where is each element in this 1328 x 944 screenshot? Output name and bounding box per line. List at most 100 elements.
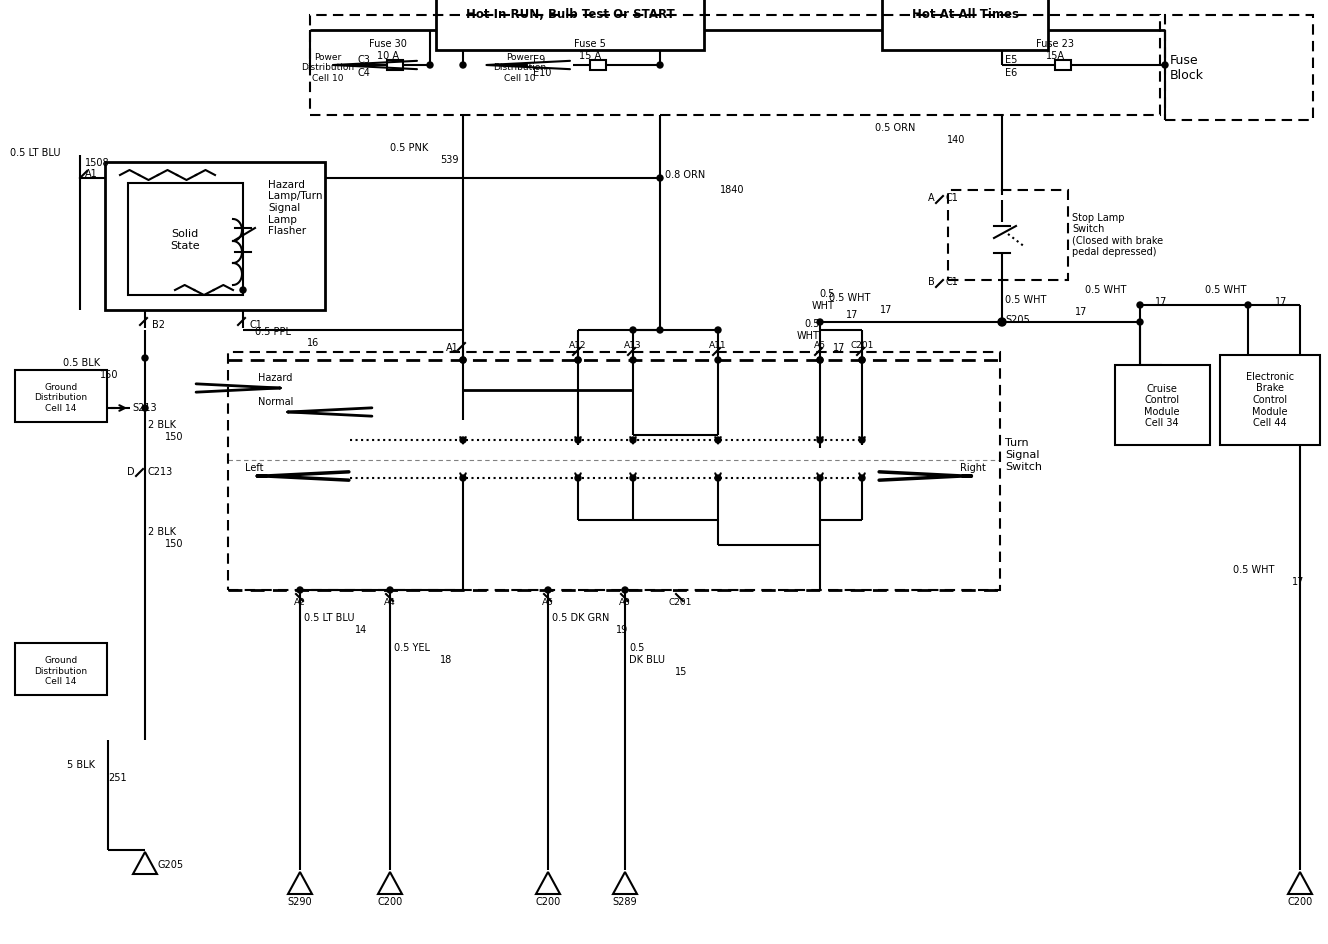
- Circle shape: [714, 327, 721, 333]
- Circle shape: [142, 355, 147, 361]
- Bar: [1054, 60, 1070, 70]
- Circle shape: [999, 318, 1007, 326]
- Text: 17: 17: [846, 310, 858, 320]
- Text: 539: 539: [440, 155, 458, 165]
- Bar: [15, 370, 108, 422]
- Circle shape: [459, 62, 466, 68]
- Circle shape: [142, 405, 147, 411]
- Text: Right: Right: [960, 463, 985, 473]
- Circle shape: [629, 475, 636, 481]
- Circle shape: [240, 287, 246, 293]
- Bar: [105, 162, 325, 310]
- Text: 0.5
WHT: 0.5 WHT: [813, 289, 835, 311]
- Text: 0.8 ORN: 0.8 ORN: [665, 170, 705, 180]
- Text: Electronic
Brake
Control
Module
Cell 44: Electronic Brake Control Module Cell 44: [1246, 372, 1293, 429]
- Circle shape: [575, 437, 582, 443]
- Text: Left: Left: [244, 463, 263, 473]
- Text: A2: A2: [293, 598, 305, 607]
- Circle shape: [657, 175, 663, 181]
- Text: A1: A1: [446, 343, 459, 353]
- Text: Ground
Distribution
Cell 14: Ground Distribution Cell 14: [35, 383, 88, 413]
- Text: A5: A5: [542, 598, 554, 607]
- Text: 251: 251: [108, 773, 126, 783]
- Text: C200: C200: [535, 897, 560, 907]
- Text: 1508: 1508: [85, 158, 110, 168]
- Text: C213: C213: [147, 467, 173, 477]
- Bar: [1116, 365, 1210, 445]
- Text: Power
Distribution
Cell 10: Power Distribution Cell 10: [494, 53, 547, 83]
- Circle shape: [859, 437, 865, 443]
- Text: 0.5 WHT: 0.5 WHT: [1085, 285, 1126, 295]
- Text: Fuse
Block: Fuse Block: [1170, 54, 1204, 82]
- Text: Ground
Distribution
Cell 14: Ground Distribution Cell 14: [35, 656, 88, 686]
- Bar: [127, 183, 243, 295]
- Text: A3: A3: [619, 598, 631, 607]
- Text: 150: 150: [165, 539, 183, 549]
- Circle shape: [817, 437, 823, 443]
- Text: 0.5: 0.5: [629, 643, 644, 653]
- Text: A: A: [928, 193, 935, 203]
- Circle shape: [1137, 302, 1143, 308]
- Circle shape: [817, 319, 823, 325]
- Text: Turn
Signal
Switch: Turn Signal Switch: [1005, 438, 1042, 472]
- Text: A4: A4: [384, 598, 396, 607]
- Circle shape: [859, 357, 865, 363]
- Text: S205: S205: [1005, 315, 1029, 325]
- Text: D: D: [127, 467, 135, 477]
- Text: 17: 17: [1155, 297, 1167, 307]
- Circle shape: [859, 357, 865, 363]
- Bar: [15, 643, 108, 695]
- Text: Fuse 23
15A: Fuse 23 15A: [1036, 40, 1074, 60]
- Text: C200: C200: [377, 897, 402, 907]
- Bar: [1165, 15, 1313, 120]
- Circle shape: [575, 357, 582, 363]
- Circle shape: [428, 62, 433, 68]
- Text: 0.5 LT BLU: 0.5 LT BLU: [11, 148, 61, 158]
- Text: A13: A13: [624, 341, 641, 350]
- Text: C1: C1: [946, 193, 957, 203]
- Circle shape: [544, 587, 551, 593]
- Bar: [1220, 355, 1320, 445]
- Text: G205: G205: [158, 860, 185, 870]
- Text: E9: E9: [533, 55, 546, 65]
- Circle shape: [657, 327, 663, 333]
- Text: E10: E10: [533, 68, 551, 78]
- Circle shape: [459, 357, 466, 363]
- Text: A6: A6: [814, 341, 826, 350]
- Bar: [228, 352, 1000, 590]
- Circle shape: [386, 587, 393, 593]
- Circle shape: [714, 475, 721, 481]
- Circle shape: [459, 475, 466, 481]
- Text: 0.5 ORN: 0.5 ORN: [875, 123, 915, 133]
- Text: 17: 17: [1292, 577, 1304, 587]
- Circle shape: [629, 357, 636, 363]
- Text: DK BLU: DK BLU: [629, 655, 665, 665]
- Text: E6: E6: [1005, 68, 1017, 78]
- Circle shape: [817, 357, 823, 363]
- Text: Hazard: Hazard: [258, 373, 292, 383]
- Circle shape: [629, 327, 636, 333]
- Text: B2: B2: [151, 320, 165, 330]
- Text: A12: A12: [570, 341, 587, 350]
- Text: Normal: Normal: [258, 397, 293, 407]
- Circle shape: [629, 437, 636, 443]
- Text: 140: 140: [947, 135, 965, 145]
- Text: C200: C200: [1287, 897, 1312, 907]
- Text: E5: E5: [1005, 55, 1017, 65]
- Text: 0.5 WHT: 0.5 WHT: [1005, 295, 1046, 305]
- Text: C201: C201: [668, 598, 692, 607]
- Text: 19: 19: [616, 625, 628, 635]
- Text: 150: 150: [100, 370, 118, 380]
- Text: 18: 18: [440, 655, 453, 665]
- Text: Cruise
Control
Module
Cell 34: Cruise Control Module Cell 34: [1145, 383, 1179, 429]
- Circle shape: [459, 357, 466, 363]
- Text: 0.5 PNK: 0.5 PNK: [390, 143, 428, 153]
- Circle shape: [575, 475, 582, 481]
- Text: 5 BLK: 5 BLK: [66, 760, 96, 770]
- Circle shape: [1162, 62, 1169, 68]
- Text: 2 BLK: 2 BLK: [147, 527, 177, 537]
- Circle shape: [657, 62, 663, 68]
- Circle shape: [459, 437, 466, 443]
- Text: 0.5 BLK: 0.5 BLK: [62, 358, 100, 368]
- Text: 0.5 WHT: 0.5 WHT: [1232, 565, 1275, 575]
